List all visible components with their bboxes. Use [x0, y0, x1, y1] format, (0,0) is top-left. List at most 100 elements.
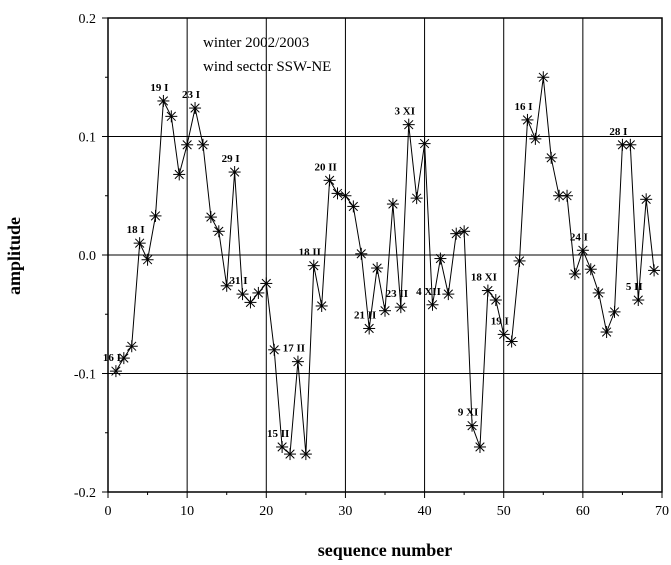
data-point: [299, 448, 312, 461]
data-point: [648, 264, 661, 277]
data-point: [355, 247, 368, 260]
data-point: [149, 209, 162, 222]
x-tick-label: 50: [497, 504, 511, 519]
point-label: 15 II: [267, 428, 289, 440]
data-point: [473, 440, 486, 453]
data-point: [505, 335, 518, 348]
point-label: 24 I: [570, 231, 588, 243]
y-tick-label: 0.0: [79, 249, 97, 264]
point-label: 28 I: [609, 126, 627, 138]
x-tick-label: 60: [576, 504, 590, 519]
data-point: [584, 263, 597, 276]
data-point: [513, 254, 526, 267]
y-tick-label: 0.1: [79, 131, 97, 146]
data-point: [537, 71, 550, 84]
data-point: [109, 365, 122, 378]
data-point: [568, 267, 581, 280]
y-tick-label: -0.2: [74, 486, 96, 501]
data-point: [600, 326, 613, 339]
point-labels: 16 I 18 I 19 I 23 I 29 I 31 I 15 II 17 II 18 II 2…: [103, 82, 643, 440]
annotation-season: winter 2002/2003: [203, 35, 309, 51]
data-point: [284, 448, 297, 461]
point-label: 17 II: [283, 343, 305, 355]
data-point: [640, 193, 653, 206]
data-point: [553, 189, 566, 202]
point-label: 4 XII: [416, 286, 441, 298]
data-point: [592, 286, 605, 299]
data-point: [418, 137, 431, 150]
data-point: [189, 102, 202, 115]
data-point: [410, 192, 423, 205]
data-point: [220, 279, 233, 292]
point-label: 31 I: [230, 275, 248, 287]
data-point: [181, 138, 194, 151]
point-label: 23 I: [182, 89, 200, 101]
data-point: [442, 288, 455, 301]
data-point: [576, 244, 589, 257]
data-point: [173, 168, 186, 181]
data-point: [315, 299, 328, 312]
data-point: [561, 189, 574, 202]
data-point: [402, 118, 415, 131]
data-point: [117, 352, 130, 365]
data-point: [268, 343, 281, 356]
y-tick-labels: -0.2 -0.1 0.0 0.1 0.2: [74, 12, 96, 501]
point-label: 20 II: [314, 161, 336, 173]
series-line: [115, 77, 655, 456]
point-label: 21 II: [354, 309, 376, 321]
point-label: 19 I: [491, 315, 509, 327]
data-point: [236, 288, 249, 301]
data-point: [489, 294, 502, 307]
x-tick-label: 10: [180, 504, 194, 519]
data-point: [125, 340, 138, 353]
data-point: [196, 138, 209, 151]
data-point: [450, 227, 463, 240]
data-markers: [109, 71, 661, 461]
data-point: [632, 294, 645, 307]
x-axis-title: sequence number: [318, 540, 453, 560]
data-point: [141, 253, 154, 266]
data-point: [608, 305, 621, 318]
x-tick-label: 0: [105, 504, 112, 519]
x-tick-label: 40: [418, 504, 432, 519]
data-point: [371, 262, 384, 275]
data-point: [466, 419, 479, 432]
data-point: [545, 151, 558, 164]
data-point: [276, 440, 289, 453]
point-label: 18 XI: [471, 272, 497, 284]
x-tick-labels: 0 10 20 30 40 50 60 70: [105, 504, 670, 519]
y-tick-label: -0.1: [74, 368, 96, 383]
data-point: [252, 286, 265, 299]
point-label: 5 II: [626, 281, 643, 293]
data-point: [363, 322, 376, 335]
data-point: [458, 225, 471, 238]
y-axis-title: amplitude: [4, 217, 24, 295]
data-point: [291, 355, 304, 368]
data-point: [434, 252, 447, 265]
data-point: [497, 328, 510, 341]
data-point: [244, 296, 257, 309]
annotation-wind-sector: wind sector SSW-NE: [203, 59, 331, 75]
point-label: 18 II: [299, 247, 321, 259]
data-point: [260, 277, 273, 290]
point-label: 16 I: [103, 352, 121, 364]
point-label: 19 I: [150, 82, 168, 94]
data-point: [379, 304, 391, 317]
point-label: 9 XI: [458, 407, 478, 419]
point-label: 3 XI: [395, 106, 415, 118]
data-point: [133, 237, 146, 250]
data-point: [204, 211, 217, 224]
data-point: [157, 94, 170, 107]
point-label: 18 I: [127, 224, 145, 236]
data-point: [481, 284, 494, 297]
data-point: [339, 189, 352, 202]
y-tick-label: 0.2: [79, 12, 97, 27]
data-point: [624, 138, 637, 151]
point-label: 16 I: [514, 101, 532, 113]
data-point: [386, 198, 399, 211]
data-point: [331, 187, 344, 200]
data-point: [426, 298, 439, 311]
data-point: [307, 259, 320, 272]
data-point: [323, 174, 336, 187]
